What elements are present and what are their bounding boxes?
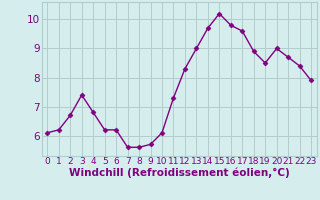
X-axis label: Windchill (Refroidissement éolien,°C): Windchill (Refroidissement éolien,°C) [69,168,290,178]
